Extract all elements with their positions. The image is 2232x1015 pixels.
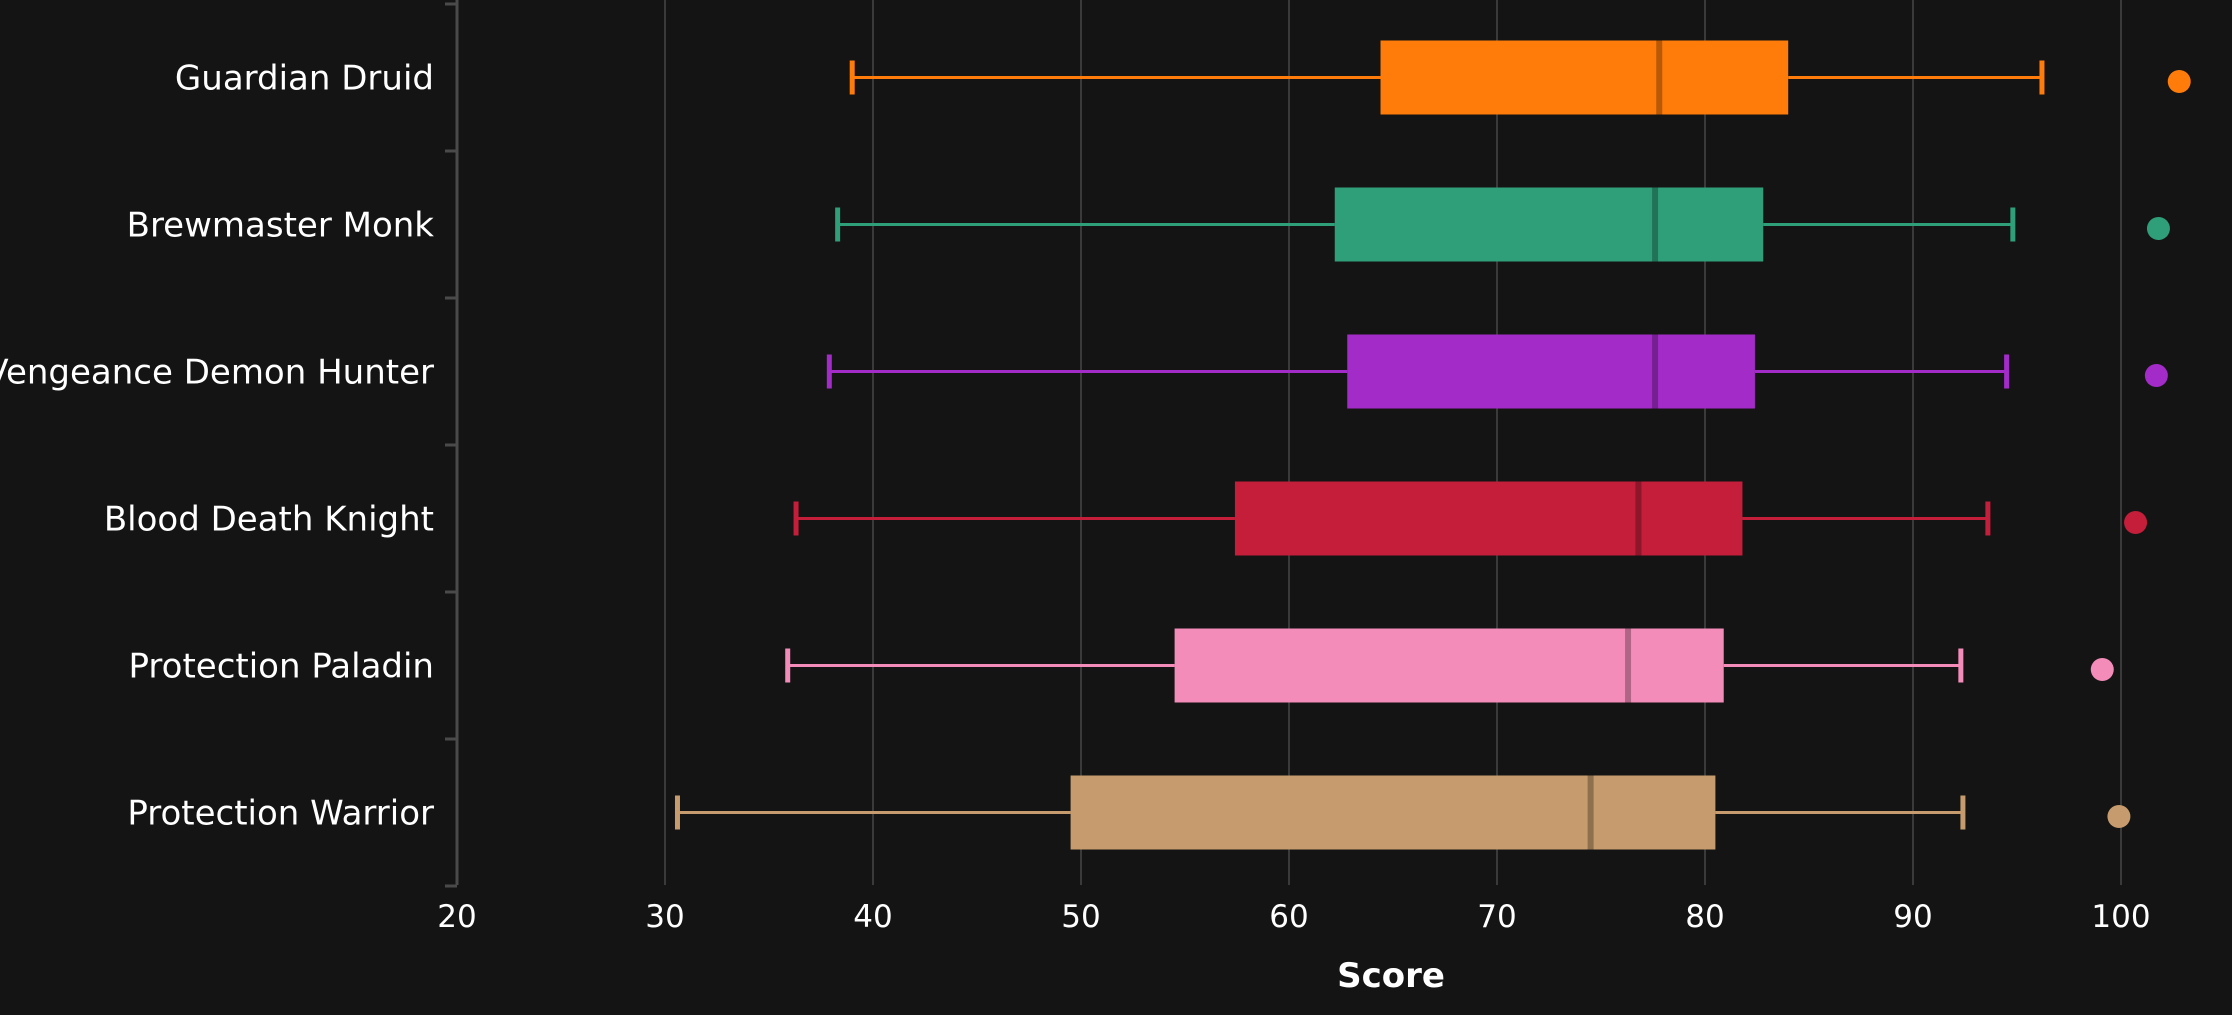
x-tick-label-20: 20: [437, 899, 476, 935]
x-tick-label-100: 100: [2091, 899, 2150, 935]
category-label: Brewmaster Monk: [127, 206, 435, 246]
outlier-point: [2090, 658, 2114, 681]
box-group-0: Guardian Druid: [175, 40, 2191, 115]
box-group-2: Vengeance Demon Hunter: [0, 334, 2168, 409]
x-tick-label-50: 50: [1061, 899, 1100, 935]
x-tick-label-40: 40: [853, 899, 892, 935]
category-label: Guardian Druid: [175, 59, 434, 99]
x-tick-label-80: 80: [1685, 899, 1724, 935]
box-group-1: Brewmaster Monk: [127, 187, 2170, 262]
iqr-box: [1234, 481, 1743, 556]
x-axis-title: Score: [1337, 956, 1445, 996]
box-group-4: Protection Paladin: [129, 628, 2114, 703]
x-tick-label-30: 30: [645, 899, 684, 935]
iqr-box: [1347, 334, 1755, 409]
outlier-point: [2146, 217, 2170, 240]
box-group-3: Blood Death Knight: [104, 481, 2148, 556]
x-tick-label-90: 90: [1893, 899, 1932, 935]
outlier-point: [2107, 805, 2131, 828]
iqr-box: [1380, 40, 1789, 115]
category-label: Blood Death Knight: [104, 500, 434, 540]
box-layer: Guardian Druid Brewmaster Monk Vengeance D…: [0, 40, 2191, 850]
iqr-box: [1334, 187, 1764, 262]
iqr-box: [1174, 628, 1724, 703]
box-group-5: Protection Warrior: [127, 775, 2131, 850]
outlier-point: [2167, 70, 2191, 93]
category-label: Protection Paladin: [129, 647, 435, 687]
category-label: Vengeance Demon Hunter: [0, 353, 434, 393]
outlier-point: [2124, 511, 2148, 534]
axis-layer: 20 30 40 50 60 70 80 90 100: [437, 0, 2151, 935]
x-tick-label-60: 60: [1269, 899, 1308, 935]
category-label: Protection Warrior: [127, 794, 434, 834]
x-tick-label-70: 70: [1477, 899, 1516, 935]
outlier-point: [2144, 364, 2168, 387]
iqr-box: [1070, 775, 1716, 850]
grid-layer: [664, 0, 2122, 885]
